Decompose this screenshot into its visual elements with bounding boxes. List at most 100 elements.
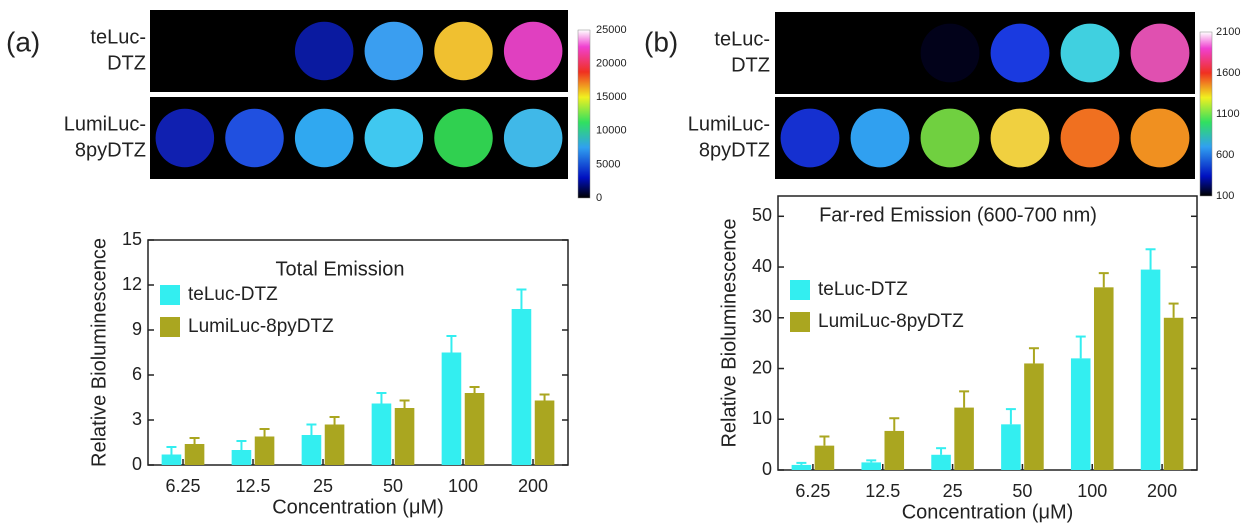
bar (815, 446, 835, 470)
bar (302, 435, 322, 465)
bar (931, 455, 951, 470)
x-tick-label: 100 (448, 476, 478, 496)
bar (861, 462, 881, 470)
well (365, 109, 424, 168)
x-tick-label: 25 (943, 481, 963, 501)
row-label: DTZ (107, 52, 146, 74)
x-tick-label: 50 (383, 476, 403, 496)
y-tick-label: 9 (132, 319, 142, 339)
colorbar-label: 0 (596, 192, 602, 204)
well (991, 24, 1050, 83)
colorbar-label: 1100 (1216, 108, 1240, 120)
bar (185, 444, 205, 465)
row-label: 8pyDTZ (699, 139, 770, 161)
bar (1094, 287, 1114, 470)
bar (884, 431, 904, 470)
chart-title: Total Emission (276, 258, 405, 280)
bar (1141, 270, 1161, 470)
bar (325, 425, 345, 466)
y-tick-label: 20 (752, 357, 772, 377)
colorbar-label: 1600 (1216, 67, 1240, 79)
well (504, 109, 563, 168)
well (1061, 109, 1120, 168)
well (1131, 24, 1190, 83)
colorbar-label: 10000 (596, 125, 627, 137)
legend-swatch (160, 317, 180, 337)
well (156, 22, 215, 81)
well (225, 109, 284, 168)
row-label: DTZ (731, 54, 770, 76)
chart-title: Far-red Emission (600-700 nm) (819, 204, 1097, 226)
bar (395, 408, 415, 465)
well (851, 109, 910, 168)
well (295, 22, 354, 81)
well (991, 109, 1050, 168)
y-tick-label: 40 (752, 256, 772, 276)
row-label: 8pyDTZ (75, 139, 146, 161)
legend-label: teLuc-DTZ (188, 284, 278, 305)
bar (255, 437, 275, 466)
y-tick-label: 15 (122, 229, 142, 249)
x-tick-label: 200 (518, 476, 548, 496)
y-tick-label: 30 (752, 307, 772, 327)
colorbar-label: 5000 (596, 158, 620, 170)
row-label: teLuc- (714, 28, 770, 50)
x-tick-label: 6.25 (795, 481, 830, 501)
x-tick-label: 100 (1077, 481, 1107, 501)
legend-label: LumiLuc-8pyDTZ (188, 316, 334, 337)
y-tick-label: 50 (752, 205, 772, 225)
bar (1071, 358, 1091, 470)
bar (792, 465, 812, 470)
x-axis-title: Concentration (μM) (272, 496, 444, 518)
panel-label: (b) (644, 26, 678, 57)
colorbar (578, 30, 590, 198)
row-label: LumiLuc- (688, 113, 770, 135)
bar (535, 401, 555, 466)
legend-swatch (790, 280, 810, 300)
y-tick-label: 0 (132, 454, 142, 474)
well (156, 109, 215, 168)
well (921, 24, 980, 83)
row-label: LumiLuc- (64, 113, 146, 135)
y-tick-label: 3 (132, 409, 142, 429)
bar (372, 404, 392, 466)
legend-label: teLuc-DTZ (818, 279, 908, 300)
legend-label: LumiLuc-8pyDTZ (818, 311, 964, 332)
colorbar-label: 20000 (596, 58, 627, 70)
y-tick-label: 12 (122, 274, 142, 294)
legend-swatch (790, 312, 810, 332)
colorbar-label: 100 (1216, 190, 1234, 202)
plot-frame (778, 196, 1197, 470)
x-axis-title: Concentration (μM) (902, 501, 1074, 523)
y-axis-title: Relative Bioluminescence (718, 218, 740, 447)
well (295, 109, 354, 168)
well (781, 109, 840, 168)
colorbar-label: 2100 (1216, 26, 1240, 38)
panel-label: (a) (6, 26, 40, 57)
bar (442, 353, 462, 466)
x-tick-label: 25 (313, 476, 333, 496)
y-tick-label: 10 (752, 408, 772, 428)
bar (512, 309, 532, 465)
legend-swatch (160, 285, 180, 305)
well (504, 22, 563, 81)
row-label: teLuc- (90, 26, 146, 48)
y-axis-title: Relative Bioluminescence (88, 238, 110, 467)
well (1061, 24, 1120, 83)
x-tick-label: 200 (1147, 481, 1177, 501)
bar (1001, 424, 1021, 470)
well (434, 109, 493, 168)
bar (1164, 318, 1184, 470)
bar (465, 393, 485, 465)
colorbar-label: 15000 (596, 91, 627, 103)
y-tick-label: 6 (132, 364, 142, 384)
colorbar-label: 25000 (596, 24, 627, 36)
x-tick-label: 12.5 (865, 481, 900, 501)
well (1131, 109, 1190, 168)
x-tick-label: 50 (1012, 481, 1032, 501)
well (851, 24, 910, 83)
well (225, 22, 284, 81)
y-tick-label: 0 (762, 459, 772, 479)
x-tick-label: 6.25 (165, 476, 200, 496)
bar (162, 455, 182, 466)
